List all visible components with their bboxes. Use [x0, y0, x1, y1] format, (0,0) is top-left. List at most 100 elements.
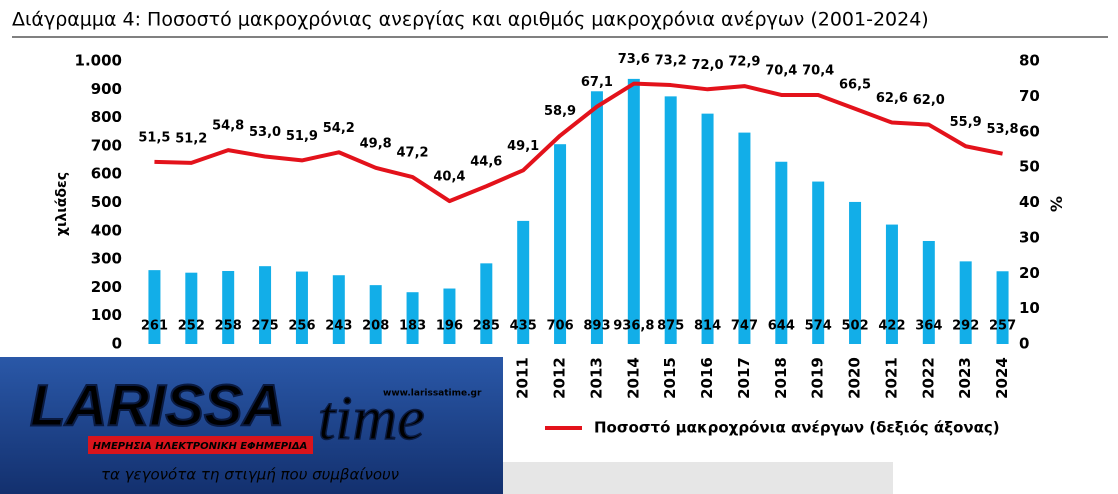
bar-value-label: 435 — [510, 319, 537, 334]
bar-value-label: 252 — [178, 319, 205, 334]
x-tick-label: 2019 — [809, 357, 827, 399]
line-value-label: 53,8 — [987, 122, 1019, 137]
x-tick-label: 2020 — [846, 357, 864, 399]
bar-value-label: 574 — [805, 319, 832, 334]
line-value-label: 72,0 — [692, 58, 724, 73]
bar — [148, 270, 161, 344]
bar-value-label: 893 — [583, 319, 610, 334]
bar — [996, 271, 1009, 344]
y2-tick-label: 70 — [1019, 87, 1040, 105]
logo-script: time — [318, 385, 425, 453]
logo-background — [0, 357, 503, 494]
y2-tick-label: 40 — [1019, 193, 1040, 211]
bar-value-label: 256 — [288, 319, 315, 334]
footer-band — [503, 462, 893, 494]
bar-value-label: 875 — [657, 319, 684, 334]
bar — [885, 224, 898, 344]
bar-value-label: 261 — [141, 319, 168, 334]
y-tick-label: 0 — [112, 335, 122, 353]
bar — [517, 220, 530, 344]
bar — [406, 292, 419, 344]
bar-value-label: 936,8 — [613, 319, 654, 334]
logo-url: www.larissatime.gr — [383, 389, 482, 399]
line-value-label: 51,5 — [138, 130, 170, 145]
x-tick-label: 2016 — [698, 357, 716, 399]
y2-tick-label: 20 — [1019, 264, 1040, 282]
y-tick-label: 500 — [91, 193, 122, 211]
bar-value-label: 706 — [546, 319, 573, 334]
line-value-label: 51,9 — [286, 129, 318, 144]
y2-tick-label: 60 — [1019, 122, 1040, 140]
bar-value-label: 196 — [436, 319, 463, 334]
line-value-label: 73,6 — [618, 52, 650, 67]
y-tick-label: 900 — [91, 80, 122, 98]
y2-tick-label: 30 — [1019, 228, 1040, 246]
bar — [738, 132, 751, 344]
bar-value-label: 747 — [731, 319, 758, 334]
x-tick-label: 2022 — [919, 357, 937, 399]
y-tick-label: 400 — [91, 221, 122, 239]
x-tick-label: 2011 — [514, 357, 532, 399]
y-tick-label: 100 — [91, 306, 122, 324]
line-value-label: 70,4 — [802, 63, 834, 78]
line-value-label: 55,9 — [950, 115, 982, 130]
bar-value-label: 644 — [768, 319, 795, 334]
bar-value-label: 243 — [325, 319, 352, 334]
y2-tick-label: 50 — [1019, 158, 1040, 176]
bar-value-label: 208 — [362, 319, 389, 334]
bar-value-label: 258 — [215, 319, 242, 334]
bar-value-label: 502 — [841, 319, 868, 334]
plot-area: 0 100 200 300 400 500 600 700 800 900 1.000 0 10 20 30… — [75, 52, 1040, 437]
y2-tick-label: 10 — [1019, 299, 1040, 317]
line-value-label: 54,8 — [212, 119, 244, 134]
line — [154, 81, 1003, 204]
bar — [295, 271, 308, 344]
bar-value-label: 422 — [878, 319, 905, 334]
y-tick-label: 700 — [91, 136, 122, 154]
bar — [775, 161, 788, 344]
y2-axis-label: % — [1047, 196, 1066, 212]
line-value-label: 73,2 — [655, 54, 687, 69]
line-value-label: 53,0 — [249, 125, 281, 140]
line-value-label: 62,0 — [913, 93, 945, 108]
chart-title: Διάγραμμα 4: Ποσοστό μακροχρόνιας ανεργί… — [12, 9, 929, 31]
x-tick-label: 2012 — [551, 357, 569, 399]
line-value-label: 40,4 — [433, 170, 465, 185]
bar — [590, 91, 603, 344]
x-tick-label: 2014 — [624, 357, 642, 399]
bar — [480, 263, 493, 344]
bar — [959, 261, 972, 344]
x-tick-label: 2021 — [882, 357, 900, 399]
logo-overlay: LARISSA time www.larissatime.gr ΗΜΕΡΗΣΙΑ… — [0, 357, 503, 494]
line-value-label: 47,2 — [397, 146, 429, 161]
x-tick-label: 2023 — [956, 357, 974, 399]
y-tick-label: 300 — [91, 250, 122, 268]
bar — [812, 181, 825, 344]
bar-value-label: 285 — [473, 319, 500, 334]
logo-tag-band — [88, 436, 313, 454]
x-tick-label: 2018 — [772, 357, 790, 399]
bar — [185, 272, 198, 344]
y2-tick-label: 0 — [1019, 335, 1029, 353]
legend-label: Ποσοστό μακροχρόνια ανέργων (δεξιός άξον… — [594, 419, 1000, 437]
line-value-label: 62,6 — [876, 91, 908, 106]
y-tick-label: 200 — [91, 278, 122, 296]
y-tick-label: 1.000 — [75, 52, 122, 70]
bar — [222, 270, 235, 344]
bar — [443, 288, 456, 344]
bar — [332, 275, 345, 344]
bar — [701, 113, 714, 344]
y-tick-label: 800 — [91, 108, 122, 126]
x-tick-label: 2017 — [735, 357, 753, 399]
logo-brand: LARISSA — [30, 373, 285, 438]
bar — [922, 240, 935, 344]
bar — [259, 266, 272, 344]
line-value-label: 51,2 — [175, 131, 207, 146]
x-tick-label: 2013 — [587, 357, 605, 399]
logo-tagline: ΗΜΕΡΗΣΙΑ ΗΛΕΚΤΡΟΝΙΚΗ ΕΦΗΜΕΡΙΔΑ — [93, 441, 308, 452]
y2-tick-label: 80 — [1019, 52, 1040, 70]
bar-value-label: 275 — [251, 319, 278, 334]
line-value-label: 66,5 — [839, 77, 871, 92]
bar-value-label: 814 — [694, 319, 721, 334]
